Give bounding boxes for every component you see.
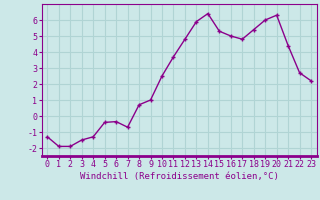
X-axis label: Windchill (Refroidissement éolien,°C): Windchill (Refroidissement éolien,°C) (80, 172, 279, 181)
